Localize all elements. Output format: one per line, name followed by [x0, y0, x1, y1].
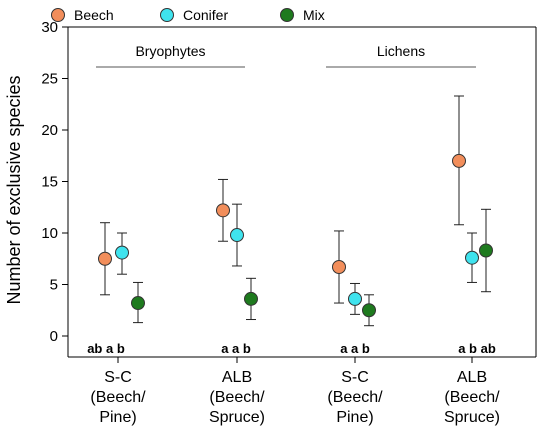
- y-tick-label: 10: [41, 225, 58, 242]
- data-point-conifer: [348, 291, 362, 306]
- x-tick-label: (Beech/: [209, 389, 265, 406]
- x-tick-label: ALB: [457, 369, 487, 386]
- x-tick-label: ALB: [222, 369, 252, 386]
- x-tick-label: (Beech/: [444, 389, 500, 406]
- significance-label: a a b: [340, 341, 370, 356]
- x-axis: S-C (Beech/Pine) ALB (Beech/Spruce) S-C (Beec…: [90, 357, 500, 426]
- x-tick-label: Pine): [99, 409, 136, 426]
- data-point-beech: [332, 259, 346, 274]
- data-point-mix: [244, 291, 258, 306]
- legend-label: Beech: [74, 7, 114, 23]
- legend: Beech Conifer Mix: [51, 7, 325, 23]
- group-label: Bryophytes: [135, 43, 205, 59]
- data-point-beech: [452, 153, 466, 168]
- y-tick-label: 15: [41, 174, 58, 191]
- legend-marker-beech: [51, 8, 65, 22]
- x-tick-label: Pine): [336, 409, 373, 426]
- x-tick-label: Spruce): [209, 409, 265, 426]
- y-tick-label: 0: [50, 328, 58, 345]
- y-tick-label: 30: [41, 19, 58, 36]
- data-point-mix: [131, 296, 145, 311]
- data-point-conifer: [465, 250, 479, 265]
- data-point-mix: [362, 303, 376, 318]
- legend-label: Mix: [303, 7, 325, 23]
- data-point-mix: [479, 243, 493, 258]
- data-point-beech: [216, 203, 230, 218]
- x-tick-label: (Beech/: [90, 389, 146, 406]
- y-axis-label: Number of exclusive species: [4, 75, 24, 304]
- legend-label: Conifer: [183, 7, 228, 23]
- data-point-conifer: [230, 228, 244, 243]
- y-tick-label: 25: [41, 71, 58, 88]
- x-tick-label: S-C: [341, 369, 369, 386]
- significance-label: a a b: [221, 341, 251, 356]
- plot-area: Bryophytes Lichens ab a b a a b a a b a b ab: [67, 26, 537, 358]
- data-point-conifer: [115, 245, 129, 260]
- x-tick-label: S-C: [104, 369, 132, 386]
- legend-marker-conifer: [160, 8, 174, 22]
- significance-label: a b ab: [458, 341, 496, 356]
- x-tick-label: Spruce): [444, 409, 500, 426]
- y-axis: 0 5 10 15 20 25 30: [41, 19, 68, 345]
- y-tick-label: 5: [50, 277, 58, 294]
- data-point-beech: [98, 251, 112, 266]
- significance-label: ab a b: [87, 341, 125, 356]
- y-tick-label: 20: [41, 122, 58, 139]
- x-tick-label: (Beech/: [327, 389, 383, 406]
- group-label: Lichens: [377, 43, 425, 59]
- legend-marker-mix: [280, 8, 294, 22]
